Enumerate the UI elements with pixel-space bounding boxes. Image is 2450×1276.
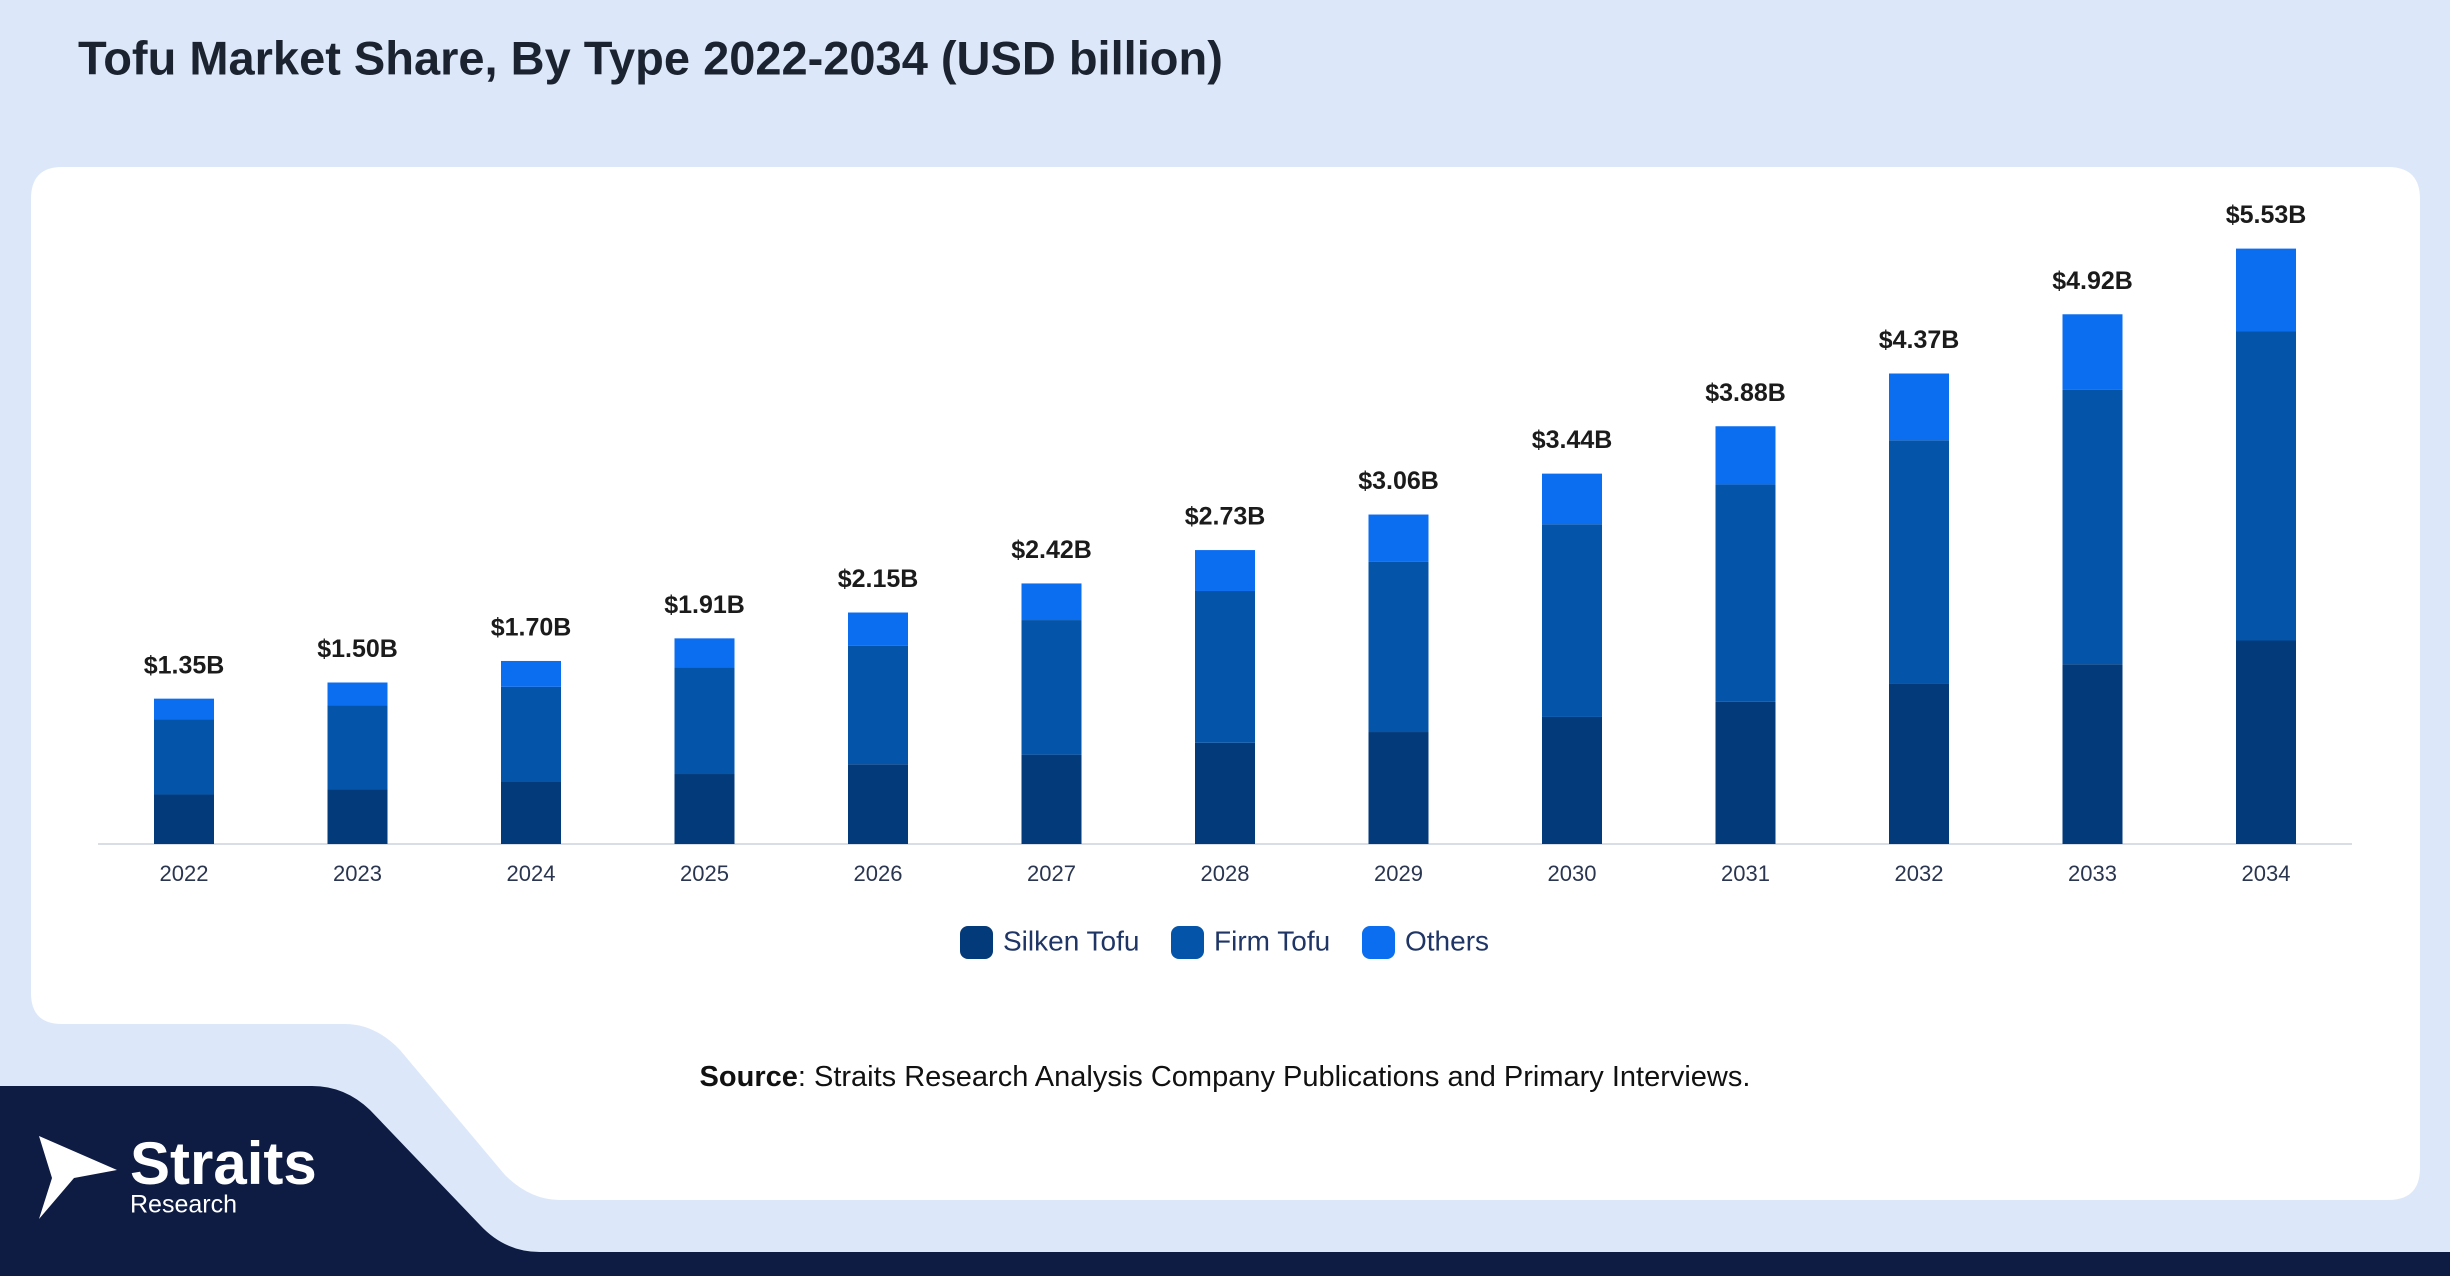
bar-segment <box>327 789 388 844</box>
bar-segment <box>1021 754 1082 844</box>
brand-sub: Research <box>130 1191 237 1219</box>
total-label: $4.92B <box>2052 267 2133 295</box>
total-label: $4.37B <box>1879 326 1960 354</box>
bar-segment <box>1542 473 1602 525</box>
bar-segment <box>501 781 561 844</box>
total-label: $3.88B <box>1705 379 1786 407</box>
bar-segment <box>1889 440 1949 684</box>
bar-segment <box>1889 683 1949 844</box>
bar-segment <box>848 612 908 646</box>
bar-segment <box>1368 561 1429 733</box>
x-tick-label: 2025 <box>680 861 729 886</box>
bar-segment <box>501 660 561 687</box>
total-label: $5.53B <box>2226 201 2307 229</box>
bar-segment <box>674 774 735 844</box>
total-label: $2.15B <box>838 565 919 593</box>
chart-title: Tofu Market Share, By Type 2022-2034 (US… <box>78 31 1223 84</box>
total-label: $3.44B <box>1532 426 1613 454</box>
x-tick-label: 2022 <box>160 861 209 886</box>
bar-segment <box>1715 484 1776 702</box>
bar-segment <box>674 638 735 668</box>
bar-segment <box>501 686 561 782</box>
logo-icon <box>39 1136 117 1219</box>
bar-segment <box>2062 389 2123 665</box>
legend-label: Firm Tofu <box>1214 925 1330 956</box>
bar-segment <box>1542 524 1602 717</box>
bar-segment <box>2236 331 2296 641</box>
x-tick-label: 2034 <box>2242 861 2291 886</box>
bar-segment <box>848 645 908 765</box>
bar-segment <box>2236 248 2296 332</box>
bar-segment <box>1715 426 1776 485</box>
bar-segment <box>327 705 388 790</box>
legend-swatch <box>960 926 993 959</box>
bar-segment <box>327 682 388 706</box>
bar-segment <box>2062 314 2123 390</box>
total-label: $2.73B <box>1185 503 1266 531</box>
x-tick-label: 2029 <box>1374 861 1423 886</box>
x-tick-label: 2027 <box>1027 861 1076 886</box>
source: Source: Straits Research Analysis Compan… <box>700 1061 1751 1093</box>
source-text: : Straits Research Analysis Company Publ… <box>798 1061 1751 1093</box>
brand-name: Straits <box>130 1130 317 1197</box>
x-tick-label: 2033 <box>2068 861 2117 886</box>
bar-segment <box>674 667 735 775</box>
x-tick-label: 2023 <box>333 861 382 886</box>
bar-segment <box>848 764 908 844</box>
legend-swatch <box>1362 926 1395 959</box>
bar-segment <box>2236 640 2296 844</box>
bar-segment <box>154 719 214 795</box>
bar-segment <box>1195 742 1255 844</box>
legend-label: Others <box>1405 925 1489 956</box>
bar-segment <box>1715 701 1776 844</box>
bar-segment <box>1368 732 1429 844</box>
x-tick-label: 2028 <box>1201 861 1250 886</box>
total-label: $1.50B <box>317 635 398 663</box>
bar-segment <box>1542 716 1602 844</box>
bar-segment <box>154 794 214 844</box>
bar-segment <box>1889 373 1949 441</box>
bar-segment <box>1195 550 1255 591</box>
x-tick-label: 2024 <box>507 861 556 886</box>
legend-swatch <box>1171 926 1204 959</box>
total-label: $1.70B <box>491 614 572 642</box>
x-tick-label: 2030 <box>1548 861 1597 886</box>
x-tick-label: 2032 <box>1895 861 1944 886</box>
source-label: Source <box>700 1061 798 1093</box>
legend-label: Silken Tofu <box>1003 925 1139 956</box>
total-label: $3.06B <box>1358 467 1439 495</box>
bar-segment <box>1368 514 1429 562</box>
bar-segment <box>1021 583 1082 621</box>
bar-segment <box>2062 664 2123 844</box>
bar-segment <box>1195 590 1255 743</box>
footer-band <box>0 1086 2450 1276</box>
x-tick-label: 2031 <box>1721 861 1770 886</box>
total-label: $1.91B <box>664 591 745 619</box>
total-label: $2.42B <box>1011 536 1092 564</box>
bar-segment <box>1021 620 1082 755</box>
x-tick-label: 2026 <box>854 861 903 886</box>
bar-segment <box>154 698 214 720</box>
total-label: $1.35B <box>144 651 225 679</box>
